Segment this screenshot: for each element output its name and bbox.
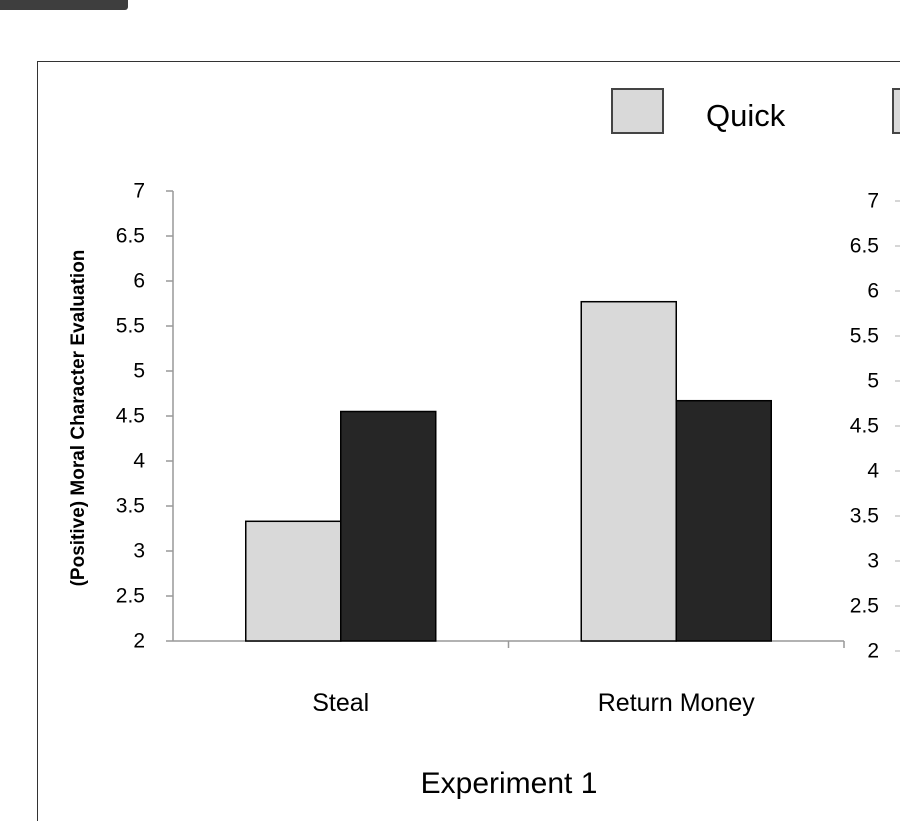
- bar-series-2-return-money: [675, 399, 772, 642]
- second-axis-tick-label: 5: [867, 370, 879, 393]
- second-axis-tick-label: 6.5: [850, 235, 879, 258]
- y-tick-label: 7: [133, 180, 145, 203]
- x-tick-label: Return Money: [598, 689, 756, 717]
- second-axis-tick-label: 4.5: [850, 415, 879, 438]
- second-axis-tick-label: 7: [867, 190, 879, 213]
- y-tick-label: 5.5: [116, 315, 145, 338]
- second-axis-tick-label: 3: [867, 550, 879, 573]
- bar-quick-steal: [245, 520, 342, 642]
- y-tick-label: 4: [133, 450, 145, 473]
- second-axis-tick-label: 6: [867, 280, 879, 303]
- legend-swatch-partial: [892, 88, 900, 134]
- axis-layer: 2 2.5 3 3.5 4 4.5 5 5.5 6 6.5 7 2 2.5 3 3.5 4 4.5 5 5.5 6 6.…: [116, 180, 900, 717]
- y-tick-label: 2: [133, 630, 145, 653]
- y-tick-label: 3.5: [116, 495, 145, 518]
- second-axis-tick-label: 3.5: [850, 505, 879, 528]
- y-tick-label: 6: [133, 270, 145, 293]
- y-axis-label: (Positive) Moral Character Evaluation: [68, 250, 89, 587]
- y-tick-label: 4.5: [116, 405, 145, 428]
- second-axis-tick-label: 5.5: [850, 325, 879, 348]
- legend: Quick: [611, 88, 900, 134]
- y-tick-label: 3: [133, 540, 145, 563]
- bar-series-2-steal: [340, 410, 437, 642]
- window-title-bar: [0, 0, 128, 10]
- y-tick-label: 6.5: [116, 225, 145, 248]
- second-axis-tick-label: 2.5: [850, 595, 879, 618]
- x-tick-label: Steal: [312, 689, 369, 717]
- chart-title: Experiment 1: [421, 767, 598, 800]
- bar-layer: [245, 300, 772, 642]
- second-axis-tick-label: 4: [867, 460, 879, 483]
- chart-frame: [37, 61, 900, 821]
- y-tick-label: 5: [133, 360, 145, 383]
- label-layer: (Positive) Moral Character Evaluation Ex…: [68, 250, 597, 800]
- legend-swatch-quick: [611, 88, 664, 134]
- y-tick-label: 2.5: [116, 585, 145, 608]
- bar-quick-return-money: [580, 300, 677, 642]
- second-axis-tick-label: 2: [867, 640, 879, 663]
- legend-label-quick: Quick: [706, 98, 786, 133]
